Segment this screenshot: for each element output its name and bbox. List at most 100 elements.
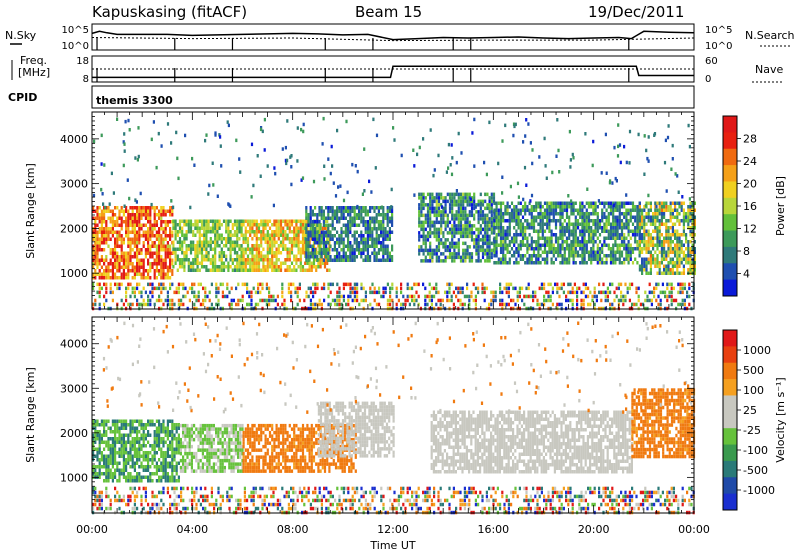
- heatmap-cell: [464, 255, 467, 260]
- heatmap-cell: [618, 205, 621, 209]
- clutter-cell: [283, 302, 286, 307]
- heatmap-cell: [144, 216, 147, 220]
- heatmap-cell: [309, 223, 312, 227]
- clutter-cell: [296, 286, 299, 291]
- clutter-cell: [556, 286, 559, 291]
- heatmap-cell: [362, 220, 365, 224]
- heatmap-cell: [344, 227, 347, 231]
- heatmap-cell: [526, 219, 529, 223]
- heatmap-cell: [629, 208, 632, 212]
- heatmap-cell: [691, 205, 694, 209]
- heatmap-cell: [490, 224, 493, 228]
- clutter-cell: [246, 302, 249, 307]
- heatmap-cell: [678, 271, 681, 275]
- heatmap-cell: [246, 258, 250, 262]
- heatmap-cell: [293, 226, 296, 230]
- heatmap-cell: [689, 229, 692, 233]
- heatmap-cell: [200, 247, 204, 251]
- heatmap-cell: [546, 222, 549, 226]
- heatmap-cell: [481, 203, 485, 207]
- clutter-cell: [681, 286, 684, 291]
- heatmap-cell: [194, 247, 197, 251]
- scatter-cell: [238, 157, 241, 161]
- heatmap-cell: [521, 205, 525, 209]
- heatmap-cell: [641, 240, 644, 244]
- heatmap-cell: [631, 201, 635, 205]
- heatmap-cell: [658, 201, 661, 205]
- heatmap-cell: [468, 227, 471, 232]
- heatmap-cell: [535, 205, 538, 209]
- heatmap-cell: [364, 241, 367, 245]
- clutter-cell: [400, 282, 403, 287]
- scatter-cell: [329, 171, 332, 176]
- heatmap-cell: [299, 230, 302, 234]
- heatmap-cell: [142, 265, 145, 269]
- clutter-cell: [474, 298, 477, 303]
- heatmap-cell: [645, 271, 648, 275]
- heatmap-cell: [183, 261, 186, 265]
- heatmap-cell: [171, 272, 174, 276]
- clutter-cell: [364, 294, 367, 299]
- heatmap-cell: [225, 237, 228, 241]
- heatmap-cell: [693, 226, 696, 230]
- heatmap-cell: [153, 258, 156, 262]
- heatmap-cell: [603, 236, 606, 240]
- clutter-cell: [237, 282, 240, 287]
- heatmap-cell: [362, 251, 365, 255]
- heatmap-cell: [229, 251, 232, 255]
- heatmap-cell: [266, 258, 269, 262]
- heatmap-cell: [236, 233, 239, 237]
- scatter-cell: [274, 171, 277, 176]
- clutter-cell: [650, 298, 653, 303]
- heatmap-cell: [587, 229, 591, 233]
- heatmap-cell: [158, 227, 161, 231]
- clutter-cell: [331, 298, 334, 303]
- heatmap-cell: [486, 206, 489, 211]
- clutter-cell: [584, 294, 587, 299]
- clutter-cell: [338, 286, 341, 291]
- heatmap-cell: [375, 258, 378, 262]
- heatmap-cell: [253, 230, 256, 234]
- heatmap-cell: [233, 268, 237, 272]
- heatmap-cell: [331, 213, 334, 217]
- heatmap-cell: [362, 244, 365, 248]
- clutter-cell: [193, 282, 196, 287]
- heatmap-cell: [579, 215, 582, 219]
- heatmap-cell: [488, 241, 491, 246]
- scatter-cell: [571, 152, 574, 157]
- heatmap-cell: [297, 258, 300, 262]
- heatmap-cell: [138, 237, 141, 241]
- heatmap-cell: [643, 268, 646, 272]
- heatmap-cell: [429, 210, 432, 214]
- clutter-cell: [162, 282, 165, 287]
- heatmap-cell: [656, 212, 659, 216]
- scatter-cell: [375, 133, 379, 138]
- scatter-cell: [647, 193, 650, 198]
- heatmap-cell: [693, 215, 696, 219]
- heatmap-cell: [464, 252, 467, 256]
- clutter-cell: [248, 294, 251, 299]
- heatmap-cell: [240, 219, 243, 223]
- heatmap-cell: [344, 255, 347, 259]
- heatmap-cell: [342, 223, 345, 227]
- heatmap-cell: [470, 231, 474, 235]
- heatmap-cell: [634, 226, 637, 230]
- clutter-cell: [422, 282, 425, 287]
- clutter-cell: [155, 286, 158, 291]
- clutter-cell: [261, 298, 264, 303]
- heatmap-cell: [437, 196, 441, 200]
- heatmap-cell: [457, 231, 460, 235]
- heatmap-cell: [671, 268, 674, 272]
- heatmap-cell: [493, 229, 496, 233]
- heatmap-cell: [96, 262, 99, 266]
- heatmap-cell: [530, 212, 533, 216]
- heatmap-cell: [100, 216, 103, 220]
- heatmap-cell: [585, 247, 588, 251]
- scatter-cell: [617, 123, 620, 127]
- heatmap-cell: [249, 268, 252, 272]
- heatmap-cell: [136, 269, 139, 273]
- heatmap-cell: [442, 206, 445, 211]
- clutter-cell: [661, 282, 664, 287]
- heatmap-cell: [667, 264, 670, 268]
- heatmap-cell: [508, 226, 511, 230]
